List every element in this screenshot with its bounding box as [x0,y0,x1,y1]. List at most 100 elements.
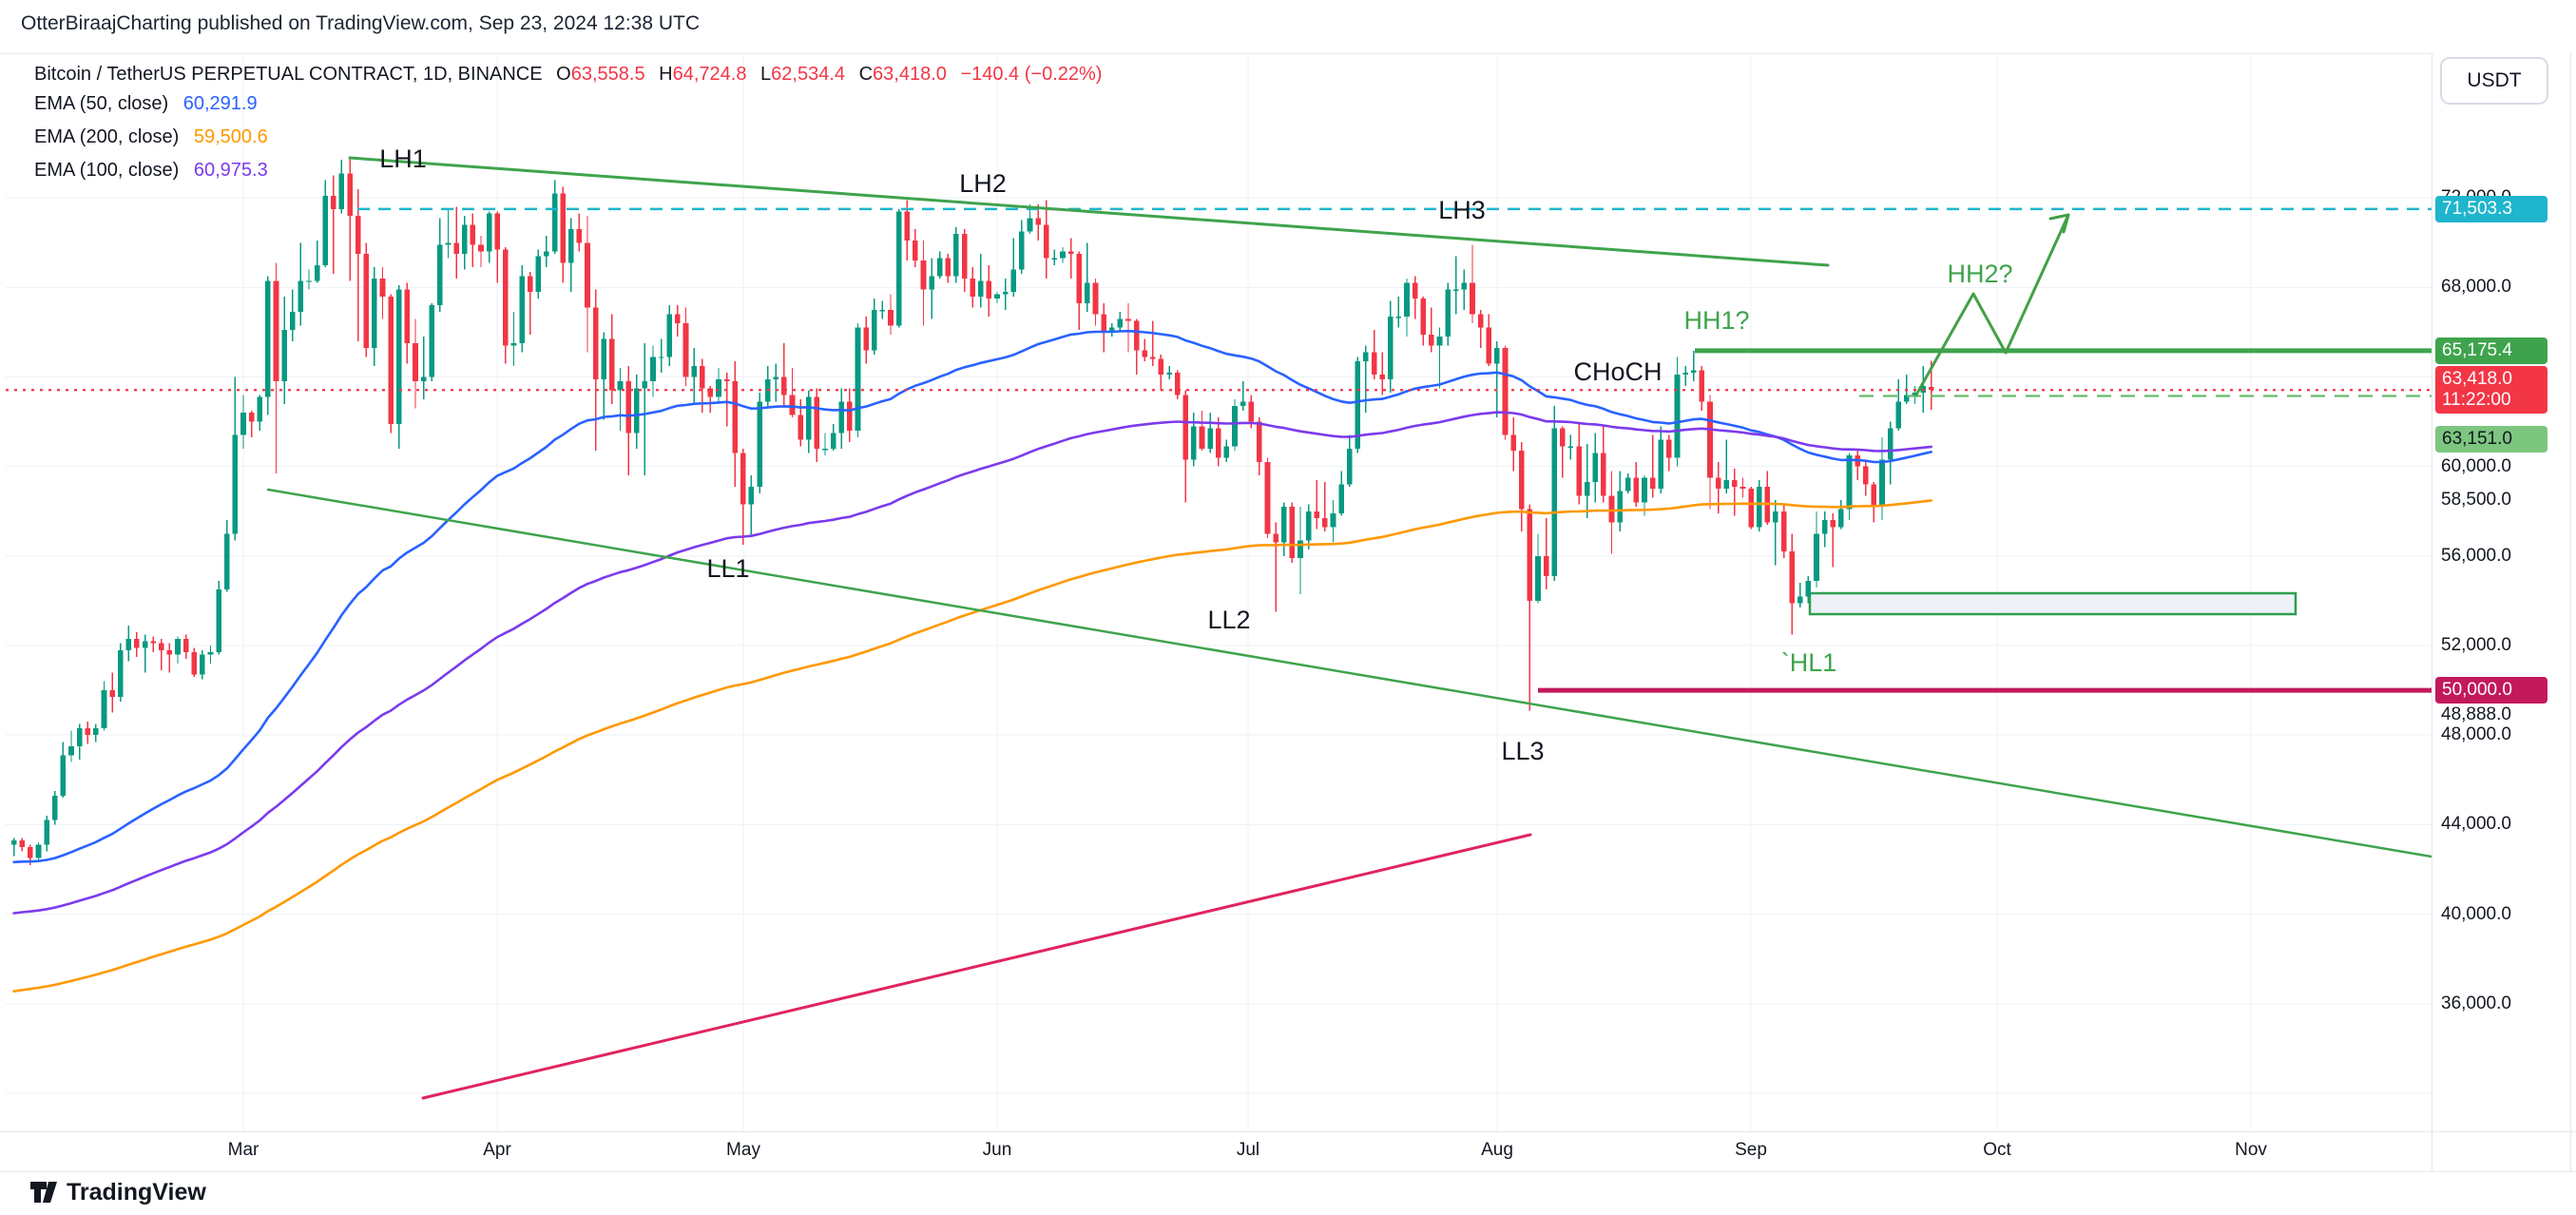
candle-wick [1651,434,1654,498]
candle-body [986,280,992,299]
candle-body [379,278,386,297]
tradingview-logo-text: TradingView [67,1178,206,1205]
candle-body [420,376,427,382]
month-tick-nov: Nov [2235,1140,2267,1160]
candle-body [93,728,99,736]
candle-body [1371,352,1377,376]
ohlc-close-key: C [858,64,874,85]
ohlc-close-value: 63,418.0 [873,64,947,85]
candle-body [1477,314,1484,328]
candle-body [1502,347,1509,435]
last-price-label: 63,418.0 11:22:00 [2435,366,2547,415]
candle-wick [1275,522,1277,612]
ohlc-open-value: 63,558.5 [570,64,645,85]
candle-body [76,728,83,746]
label-choch[interactable]: CHoCH [1573,357,1662,386]
label-lh3[interactable]: LH3 [1438,196,1486,224]
candle-body [175,638,181,655]
candle-wick [1397,296,1400,328]
indicator-row-ema200[interactable]: EMA (200, close) 59,500.6 [34,121,1102,154]
candle-body [1289,507,1296,559]
candle-body [863,327,869,351]
plot-layers [6,53,2432,1131]
candle-body [1560,428,1566,447]
candle-body [1608,495,1615,523]
candle-body [1223,446,1230,458]
currency-button[interactable]: USDT [2440,57,2548,105]
candle-wick [422,337,425,400]
candle-body [1429,334,1434,346]
candle-body [1821,520,1828,534]
candle-body [1388,316,1394,379]
long-term-support-line[interactable] [421,833,1532,1100]
lower-lows-trendline[interactable] [266,488,2432,858]
candle-body [191,652,198,675]
candle-body [125,638,132,650]
candle-body [1551,428,1557,577]
candle-body [347,173,353,217]
candle-body [855,327,861,432]
candle-body [322,195,328,265]
candle-body [223,533,230,590]
symbol-title-row[interactable]: Bitcoin / TetherUS PERPETUAL CONTRACT, 1… [34,61,1102,87]
label-lh1[interactable]: LH1 [379,145,427,173]
candle-body [142,641,148,648]
candle-body [879,309,886,312]
candle-body [1862,466,1869,485]
tradingview-watermark[interactable]: TradingView [29,1177,206,1207]
candle-body [1248,401,1255,422]
candle-body [331,195,336,209]
candle-body [1002,292,1009,295]
ohlc-low-value: 62,534.4 [771,64,845,85]
candle-body [1240,401,1246,407]
projection-arrow[interactable] [1913,214,2070,397]
price-axis[interactable]: 72,000.068,000.064,000.060,000.056,000.0… [2432,53,2576,1131]
label-ll1[interactable]: LL1 [706,554,749,583]
label-hl1[interactable]: `HL1 [1781,648,1837,677]
ema100-value: 60,975.3 [193,160,268,181]
candle-body [1789,551,1795,604]
candle-body [1470,282,1475,315]
candle-body [1543,555,1549,577]
candle-wick [1241,381,1244,411]
candle-body [740,453,746,505]
candle-body [1305,511,1312,541]
month-tick-mar: Mar [227,1140,260,1160]
candle-body [1215,428,1221,458]
candle-body [1624,477,1631,492]
candle-wick [512,312,515,366]
candle-body [642,381,648,389]
price-tick: 36,000.0 [2441,993,2511,1013]
candle-body [682,323,689,377]
candle-body [1805,580,1812,597]
candle-body [519,276,525,344]
label-ll2[interactable]: LL2 [1207,606,1250,634]
candle-body [117,649,124,698]
candle-wick [209,646,212,664]
candle-body [978,280,984,297]
candle-body [478,244,484,252]
candle-body [1592,453,1599,483]
candle-body [1060,251,1066,259]
candle-body [1567,446,1574,448]
candle-body [691,365,697,377]
label-ll3[interactable]: LL3 [1501,737,1544,765]
candle-body [961,233,968,279]
candle-body [1830,520,1836,528]
candle-body [1273,533,1278,543]
candle-wick [709,385,712,414]
candle-body [1723,479,1730,490]
candle-body [789,395,796,415]
label-hh2[interactable]: HH2? [1947,260,2012,288]
candle-body [913,240,918,261]
label-lh2[interactable]: LH2 [959,169,1007,198]
lower-highs-trendline[interactable] [348,156,1830,267]
hl1-demand-zone[interactable] [1808,591,2297,616]
candle-wick [1012,238,1014,297]
time-axis[interactable]: Mar Apr May Jun Jul Aug Sep Oct Nov [0,1131,2576,1171]
label-hh1[interactable]: HH1? [1683,306,1749,335]
indicator-row-ema50[interactable]: EMA (50, close) 60,291.9 [34,87,1102,121]
candle-wick [1381,352,1383,395]
indicator-row-ema100[interactable]: EMA (100, close) 60,975.3 [34,154,1102,187]
